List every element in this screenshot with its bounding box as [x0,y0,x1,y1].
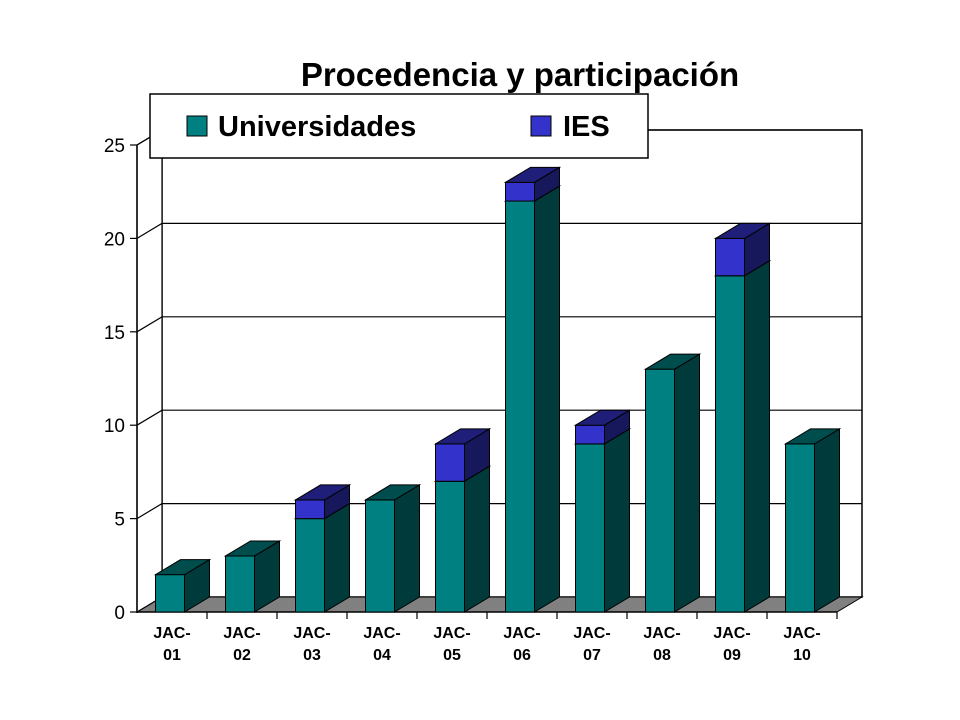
bar-front [225,555,255,613]
bar-ies-7 [573,409,632,445]
y-tick-label: 20 [104,229,125,250]
x-tick-label: 04 [373,647,391,664]
side-wall [136,128,163,614]
legend-swatch-ies [530,115,552,137]
x-tick-label: JAC- [363,625,400,642]
bar-front [505,200,535,613]
legend-box [149,93,649,159]
bar-front [575,424,605,445]
bar-universidades-5 [433,465,492,613]
bar-top [223,540,282,557]
bar-front [575,443,605,613]
x-tick-label: 03 [303,647,321,664]
x-tick-label: JAC- [153,625,190,642]
x-tick-label: JAC- [713,625,750,642]
x-tick-label: 08 [653,647,671,664]
legend-label-ies: IES [563,111,610,143]
bar-side [534,185,560,613]
bar-universidades-2 [223,540,282,613]
bar-universidades-7 [573,427,632,613]
bar-side [464,465,490,613]
x-tick-label: 01 [163,647,181,664]
bar-universidades-1 [153,558,212,613]
x-tick-label: 09 [723,647,741,664]
x-tick-label: JAC- [573,625,610,642]
x-tick-label: 07 [583,647,601,664]
bar-front [785,443,815,613]
x-tick-label: 06 [513,647,531,664]
bar-top [153,559,212,576]
bar-ies-3 [293,484,352,520]
bar-side [324,502,350,613]
bar-front [435,443,465,482]
bar-top [783,428,842,445]
x-tick-label: JAC- [433,625,470,642]
bar-front [295,499,325,520]
bar-top [573,409,632,426]
bar-front [435,480,465,613]
bar-side [744,259,770,613]
bar-top [293,484,352,501]
plot-area: 0510152025JAC-01JAC-02JAC-03JAC-04JAC-05… [104,128,864,664]
bar-front [155,574,185,613]
x-tick-label: 10 [793,647,811,664]
x-tick-label: JAC- [643,625,680,642]
bar-side [814,427,840,613]
y-tick-label: 25 [104,136,125,157]
bar-side [394,484,420,613]
bar-side [674,353,700,613]
chart-title: Procedencia y participación [301,56,739,93]
x-tick-label: JAC- [293,625,330,642]
x-tick-label: 02 [233,647,251,664]
bar-side [604,427,630,613]
y-tick-label: 5 [114,510,125,531]
bar-ies-6 [503,166,562,202]
bar-universidades-9 [713,259,772,613]
bar-front [645,368,675,613]
y-tick-label: 10 [104,416,125,437]
bar-universidades-6 [503,185,562,613]
bar-universidades-4 [363,484,422,613]
bar-top [503,166,562,183]
bar-ies-9 [713,222,772,277]
x-tick-label: JAC- [783,625,820,642]
bar-top [433,428,492,445]
bar-universidades-10 [783,427,842,613]
bar-universidades-8 [643,353,702,613]
legend: Universidades IES [149,93,649,159]
gridline [136,222,862,239]
bar-top [363,484,422,501]
bar-front [365,499,395,613]
bar-top [713,222,772,239]
x-tick-label: 05 [443,647,461,664]
bar-front [715,237,745,277]
x-tick-label: JAC- [223,625,260,642]
bar-ies-5 [433,427,492,483]
legend-label-universidades: Universidades [218,111,416,143]
gridline [136,316,862,333]
bar-front [715,275,745,613]
bar-front [295,518,325,613]
y-tick-label: 15 [104,323,125,344]
bar-top [643,353,702,370]
bar-universidades-3 [293,502,352,613]
y-tick-label: 0 [114,603,125,624]
legend-swatch-universidades [186,115,208,137]
x-tick-label: JAC- [503,625,540,642]
bar-front [505,181,535,202]
